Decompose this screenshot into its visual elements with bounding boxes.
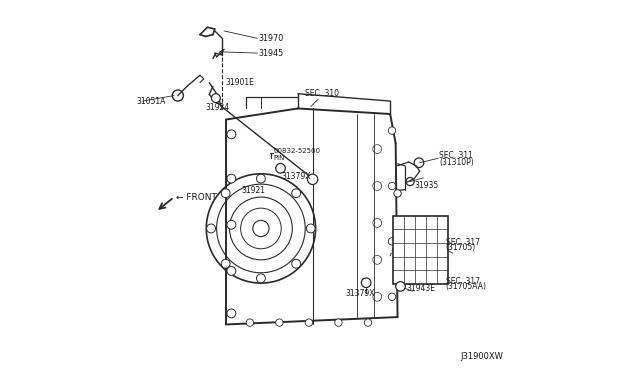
Text: (31705): (31705) bbox=[445, 243, 476, 252]
Text: 31970: 31970 bbox=[258, 34, 284, 43]
Circle shape bbox=[257, 174, 266, 183]
Text: PIN: PIN bbox=[274, 155, 285, 161]
Text: SEC. 311: SEC. 311 bbox=[439, 151, 473, 160]
Text: 31051A: 31051A bbox=[136, 97, 166, 106]
Circle shape bbox=[292, 189, 301, 198]
Circle shape bbox=[305, 319, 312, 326]
Circle shape bbox=[257, 274, 266, 283]
Circle shape bbox=[227, 309, 236, 318]
Circle shape bbox=[362, 278, 371, 288]
Circle shape bbox=[307, 174, 318, 185]
Circle shape bbox=[211, 94, 220, 103]
Circle shape bbox=[388, 238, 396, 245]
Circle shape bbox=[276, 163, 285, 173]
Text: 31379X: 31379X bbox=[281, 171, 311, 180]
Circle shape bbox=[388, 293, 396, 301]
Circle shape bbox=[227, 266, 236, 275]
Text: 31924: 31924 bbox=[205, 103, 230, 112]
Text: 31921: 31921 bbox=[242, 186, 266, 195]
Text: SEC. 317: SEC. 317 bbox=[445, 277, 479, 286]
Circle shape bbox=[221, 189, 230, 198]
Circle shape bbox=[335, 319, 342, 326]
Text: (31310P): (31310P) bbox=[439, 157, 474, 167]
Text: 31945: 31945 bbox=[258, 49, 284, 58]
Circle shape bbox=[207, 224, 216, 233]
Circle shape bbox=[221, 259, 230, 268]
Text: J31900XW: J31900XW bbox=[460, 352, 503, 361]
Text: SEC. 310: SEC. 310 bbox=[305, 89, 339, 98]
Text: 31379X: 31379X bbox=[346, 289, 375, 298]
Circle shape bbox=[364, 319, 372, 326]
Circle shape bbox=[246, 319, 253, 326]
Circle shape bbox=[227, 220, 236, 229]
Text: (31705AA): (31705AA) bbox=[445, 282, 486, 291]
Text: SEC. 317: SEC. 317 bbox=[445, 238, 479, 247]
Circle shape bbox=[307, 224, 316, 233]
Text: ← FRONT: ← FRONT bbox=[176, 193, 217, 202]
Text: 31935: 31935 bbox=[414, 182, 438, 190]
Circle shape bbox=[276, 319, 283, 326]
Text: 00832-52500: 00832-52500 bbox=[274, 148, 321, 154]
Circle shape bbox=[227, 130, 236, 139]
Circle shape bbox=[396, 282, 405, 291]
Circle shape bbox=[227, 174, 236, 183]
Circle shape bbox=[292, 259, 301, 268]
Text: 31901E: 31901E bbox=[226, 78, 255, 87]
Circle shape bbox=[388, 127, 396, 134]
Circle shape bbox=[253, 220, 269, 237]
Circle shape bbox=[394, 190, 401, 197]
Text: 31943E: 31943E bbox=[407, 284, 436, 293]
Circle shape bbox=[388, 182, 396, 190]
Bar bbox=[393, 215, 448, 284]
